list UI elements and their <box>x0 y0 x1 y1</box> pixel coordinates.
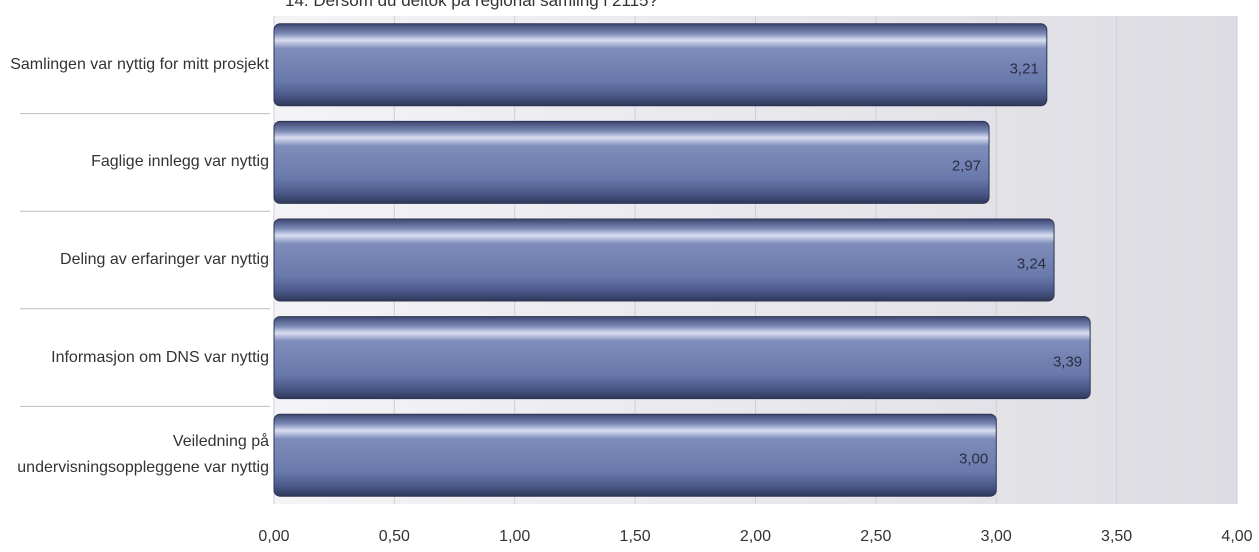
bar-value-label: 3,24 <box>1016 255 1047 273</box>
bar <box>273 316 1091 400</box>
bar-value-label: 3,00 <box>959 450 989 468</box>
x-tick-label: 1,50 <box>619 528 651 545</box>
bar <box>273 120 990 204</box>
bar-value-label: 2,97 <box>951 157 982 175</box>
x-tick-label: 0,00 <box>258 528 290 545</box>
bar <box>273 218 1055 302</box>
bar-value-label: 3,39 <box>1052 353 1083 371</box>
x-tick-label: 3,50 <box>1101 528 1133 545</box>
x-tick-label: 3,00 <box>980 528 1012 545</box>
category-label: Veiledning på undervisningsoppleggene va… <box>17 433 269 477</box>
x-tick-label: 2,50 <box>860 528 892 545</box>
category-label: Deling av erfaringer var nyttig <box>60 251 269 268</box>
bar <box>273 23 1048 107</box>
category-label: Samlingen var nyttig for mitt prosjekt <box>10 55 269 73</box>
bar-value-label: 3,21 <box>1009 60 1039 78</box>
x-tick-label: 0,50 <box>378 528 410 545</box>
bar <box>273 413 997 497</box>
x-tick-label: 1,00 <box>499 528 531 545</box>
x-tick-label: 2,00 <box>739 528 772 545</box>
chart-title: 14. Dersom du deltok på regional samling… <box>285 0 658 10</box>
category-label: Faglige innlegg var nyttig <box>91 153 269 171</box>
category-label: Informasjon om DNS var nyttig <box>51 348 269 366</box>
x-tick-label: 4,00 <box>1221 528 1253 545</box>
